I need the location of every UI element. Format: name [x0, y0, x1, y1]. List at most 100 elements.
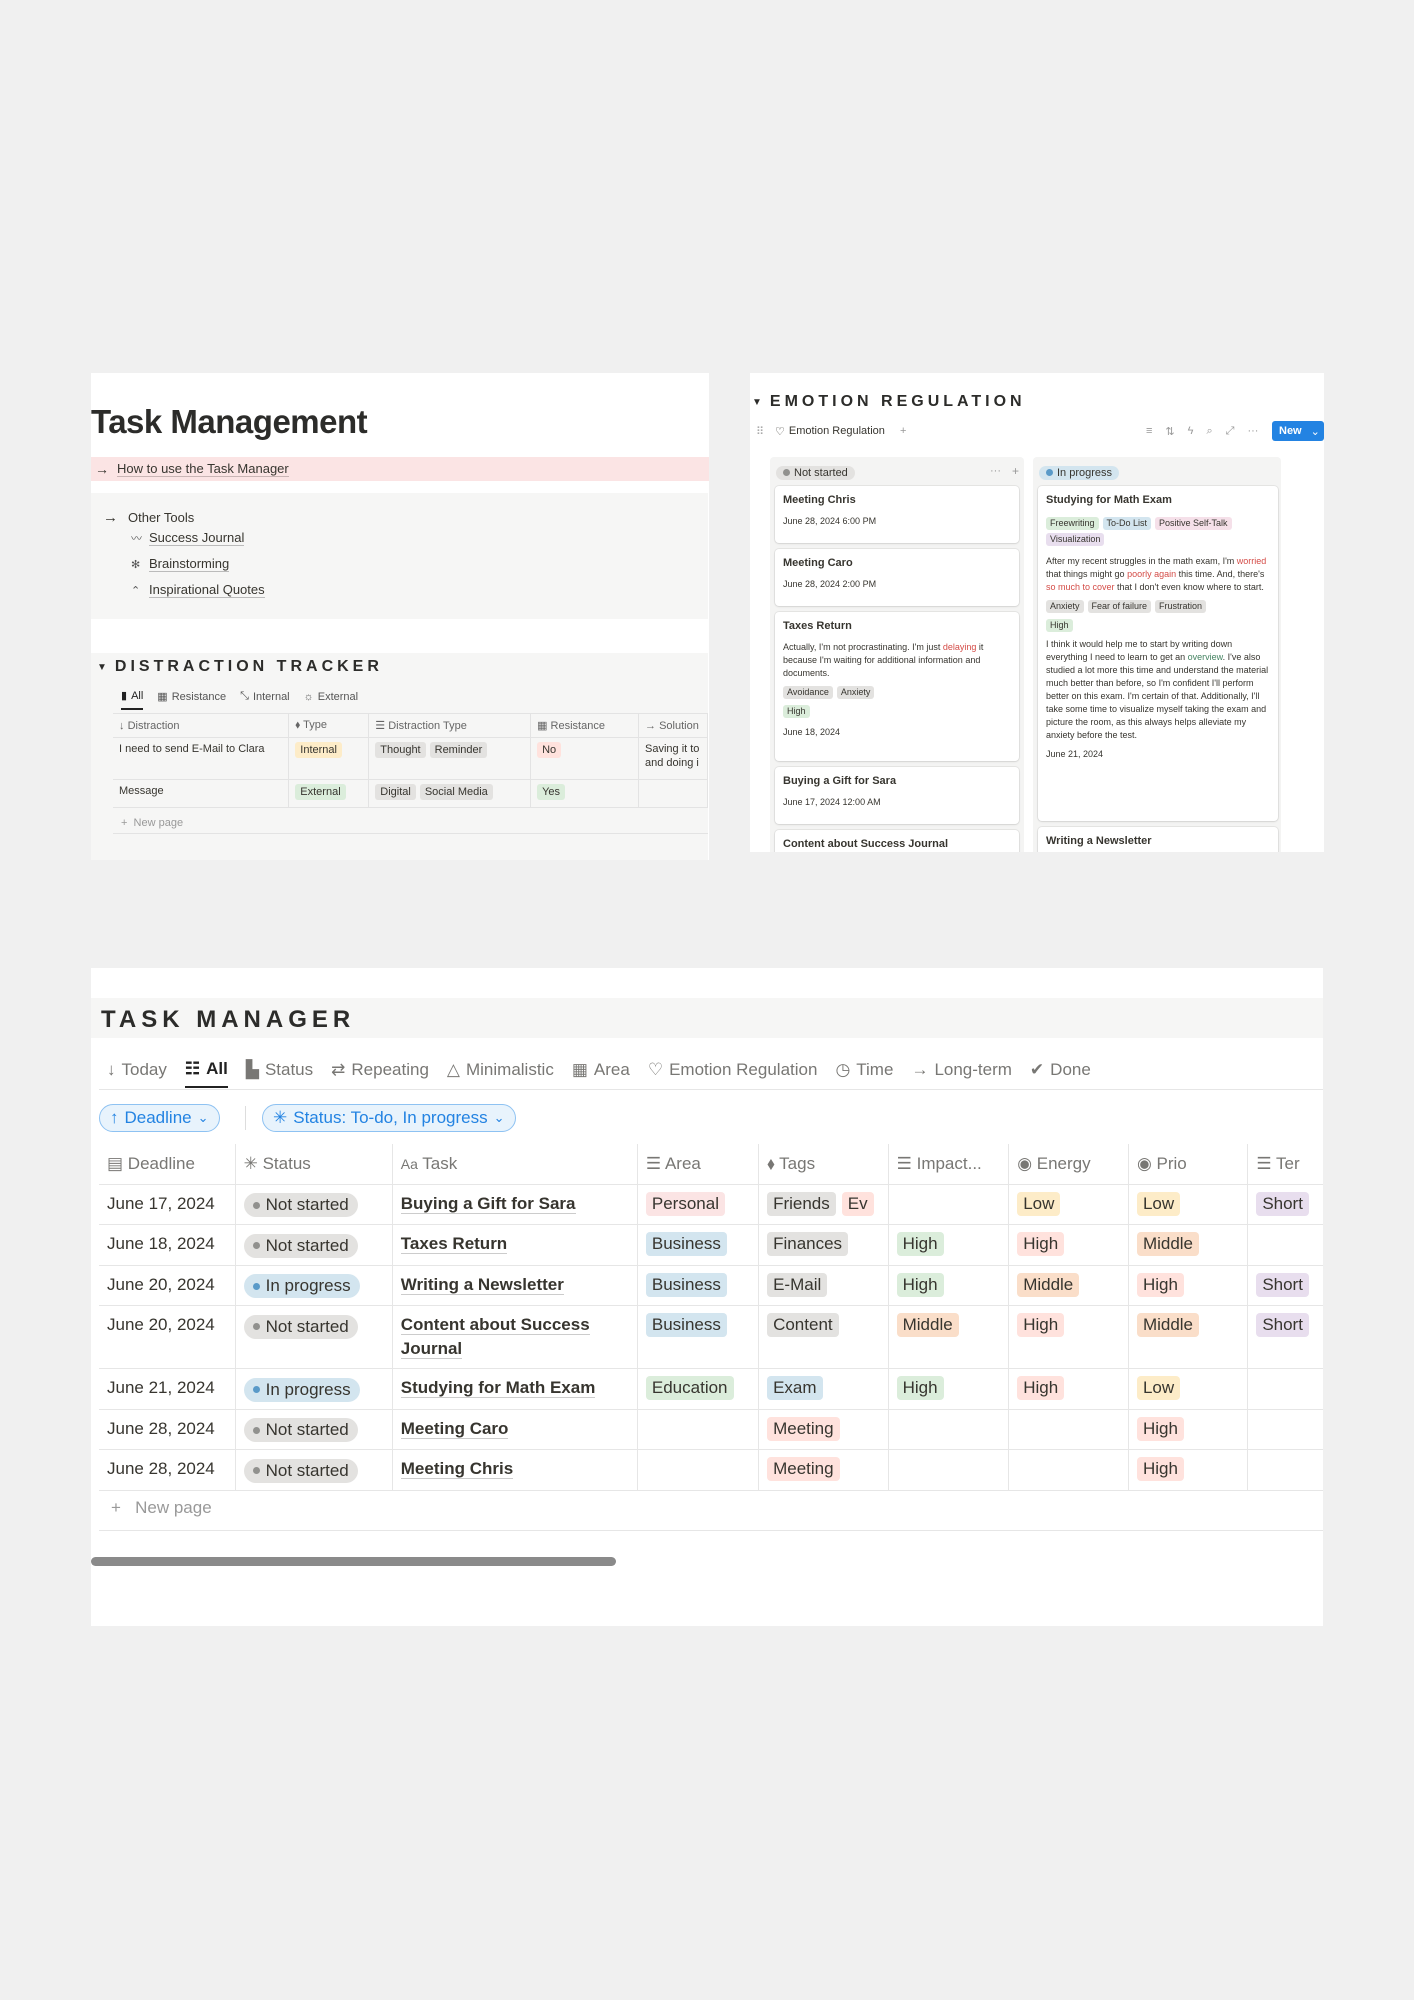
cell-energy[interactable]: High — [1008, 1224, 1129, 1266]
col-status[interactable]: ✳ Status — [235, 1144, 393, 1185]
cell-area[interactable]: Business — [637, 1305, 760, 1369]
tool-link-inspirational-quotes[interactable]: ⌃ Inspirational Quotes — [131, 582, 265, 598]
sort-icon[interactable]: ⇅ — [1165, 425, 1175, 438]
cell-prio[interactable]: High — [1128, 1265, 1249, 1306]
cell-solution[interactable]: Saving it to and doing i — [638, 737, 708, 780]
col-deadline[interactable]: ▤ Deadline — [99, 1144, 236, 1185]
col-distraction-type[interactable]: ☰ Distraction Type — [368, 713, 532, 738]
view-tab-area[interactable]: ▦ Area — [572, 1052, 630, 1088]
cell-prio[interactable]: Middle — [1128, 1224, 1249, 1266]
table-row[interactable]: June 28, 2024 Not started Meeting Chris Mee… — [99, 1449, 1323, 1491]
cell-term[interactable] — [1247, 1224, 1323, 1266]
cell-term[interactable] — [1247, 1368, 1323, 1410]
cell-tags[interactable]: Exam — [758, 1368, 889, 1410]
cell-status[interactable]: In progress — [235, 1265, 393, 1306]
tool-link-success-journal[interactable]: 〰 Success Journal — [131, 530, 245, 546]
cell-status[interactable]: Not started — [235, 1224, 393, 1266]
cell-solution[interactable] — [638, 779, 708, 808]
tool-link-brainstorming[interactable]: ✻ Brainstorming — [131, 556, 230, 572]
database-title[interactable]: ♡ Emotion Regulation — [775, 425, 885, 438]
view-tab-long-term[interactable]: → Long-term — [911, 1052, 1011, 1088]
table-row[interactable]: June 28, 2024 Not started Meeting Caro Meet… — [99, 1409, 1323, 1450]
col-impact[interactable]: ☰ Impact... — [888, 1144, 1010, 1185]
view-tab-emotion-regulation[interactable]: ♡ Emotion Regulation — [648, 1052, 818, 1088]
cell-tags[interactable]: E-Mail — [758, 1265, 889, 1306]
cell-type[interactable]: Internal — [288, 737, 370, 780]
cell-term[interactable]: Short — [1247, 1184, 1323, 1225]
cell-task[interactable]: Taxes Return — [392, 1224, 638, 1266]
cell-resistance[interactable]: Yes — [530, 779, 639, 808]
cell-energy[interactable]: High — [1008, 1305, 1129, 1369]
col-term[interactable]: ☰ Ter — [1247, 1144, 1323, 1185]
cell-term[interactable]: Short — [1247, 1265, 1323, 1306]
board-card[interactable]: Writing a Newsletter — [1038, 827, 1278, 852]
cell-tags[interactable]: Meeting — [758, 1449, 889, 1491]
new-button[interactable]: New ⌄ — [1272, 421, 1324, 441]
col-type[interactable]: ⬧ Type — [288, 713, 370, 738]
cell-type[interactable]: External — [288, 779, 370, 808]
horizontal-scrollbar[interactable] — [91, 1557, 616, 1566]
add-view-button[interactable]: + — [900, 425, 907, 437]
cell-impact[interactable] — [888, 1449, 1010, 1491]
cell-deadline[interactable]: June 21, 2024 — [99, 1368, 236, 1410]
cell-status[interactable]: In progress — [235, 1368, 393, 1410]
table-row[interactable]: I need to send E-Mail to Clara Internal … — [113, 737, 708, 780]
filter-deadline[interactable]: ↑ Deadline ⌄ — [99, 1104, 220, 1132]
cell-deadline[interactable]: June 18, 2024 — [99, 1224, 236, 1266]
cell-area[interactable] — [637, 1449, 760, 1491]
cell-task[interactable]: Studying for Math Exam — [392, 1368, 638, 1410]
cell-task[interactable]: Content about Success Journal — [392, 1305, 638, 1369]
filter-icon[interactable]: ≡ — [1146, 424, 1153, 437]
cell-area[interactable]: Business — [637, 1265, 760, 1306]
cell-impact[interactable]: High — [888, 1368, 1010, 1410]
cell-tags[interactable]: Meeting — [758, 1409, 889, 1450]
cell-task[interactable]: Writing a Newsletter — [392, 1265, 638, 1306]
howto-link[interactable]: → How to use the Task Manager — [91, 457, 709, 481]
cell-term[interactable] — [1247, 1449, 1323, 1491]
cell-energy[interactable]: Middle — [1008, 1265, 1129, 1306]
table-row[interactable]: June 20, 2024 In progress Writing a Newsle… — [99, 1265, 1323, 1306]
cell-status[interactable]: Not started — [235, 1449, 393, 1491]
board-card[interactable]: Taxes Return Actually, I'm not procrasti… — [775, 612, 1019, 761]
drag-handle-icon[interactable]: ⠿ — [756, 425, 765, 438]
board-card[interactable]: Buying a Gift for Sara June 17, 2024 12:… — [775, 767, 1019, 824]
view-tab-all[interactable]: ▮ All — [121, 689, 144, 710]
cell-status[interactable]: Not started — [235, 1184, 393, 1225]
view-tab-external[interactable]: ☼ External — [304, 689, 358, 710]
col-tags[interactable]: ⬧ Tags — [758, 1144, 889, 1185]
more-icon[interactable]: ··· — [990, 465, 1001, 477]
cell-distraction[interactable]: Message — [113, 779, 290, 808]
cell-task[interactable]: Buying a Gift for Sara — [392, 1184, 638, 1225]
view-tab-time[interactable]: ◷ Time — [835, 1052, 893, 1088]
cell-term[interactable]: Short — [1247, 1305, 1323, 1369]
emotion-regulation-heading[interactable]: ▼ EMOTION REGULATION — [752, 393, 1026, 411]
col-prio[interactable]: ◉ Prio — [1128, 1144, 1249, 1185]
col-energy[interactable]: ◉ Energy — [1008, 1144, 1129, 1185]
distraction-tracker-heading[interactable]: ▼ DISTRACTION TRACKER — [97, 658, 383, 676]
col-solution[interactable]: → Solution — [638, 713, 708, 738]
board-card[interactable]: Studying for Math Exam Freewriting To-Do … — [1038, 486, 1278, 821]
cell-tags[interactable]: Content — [758, 1305, 889, 1369]
cell-task[interactable]: Meeting Chris — [392, 1449, 638, 1491]
cell-tags[interactable]: Friends Ev — [758, 1184, 889, 1225]
filter-status[interactable]: ✳ Status: To-do, In progress ⌄ — [262, 1104, 516, 1132]
cell-energy[interactable] — [1008, 1409, 1129, 1450]
board-card[interactable]: Meeting Chris June 28, 2024 6:00 PM — [775, 486, 1019, 543]
chevron-down-icon[interactable]: ⌄ — [1310, 425, 1320, 438]
view-tab-all[interactable]: ☷ All — [184, 1052, 228, 1088]
plus-icon[interactable]: + — [1012, 464, 1020, 478]
view-tab-done[interactable]: ✔ Done — [1030, 1052, 1091, 1088]
more-icon[interactable]: ··· — [1247, 424, 1259, 437]
cell-distraction-type[interactable]: Digital Social Media — [368, 779, 532, 808]
cell-task[interactable]: Meeting Caro — [392, 1409, 638, 1450]
view-tab-resistance[interactable]: ▦ Resistance — [157, 689, 226, 710]
cell-status[interactable]: Not started — [235, 1305, 393, 1369]
cell-term[interactable] — [1247, 1409, 1323, 1450]
board-card[interactable]: Meeting Caro June 28, 2024 2:00 PM — [775, 549, 1019, 606]
cell-prio[interactable]: Middle — [1128, 1305, 1249, 1369]
cell-deadline[interactable]: June 28, 2024 — [99, 1449, 236, 1491]
cell-prio[interactable]: Low — [1128, 1184, 1249, 1225]
cell-prio[interactable]: Low — [1128, 1368, 1249, 1410]
cell-energy[interactable]: Low — [1008, 1184, 1129, 1225]
view-tab-internal[interactable]: ⤡ Internal — [240, 689, 290, 710]
